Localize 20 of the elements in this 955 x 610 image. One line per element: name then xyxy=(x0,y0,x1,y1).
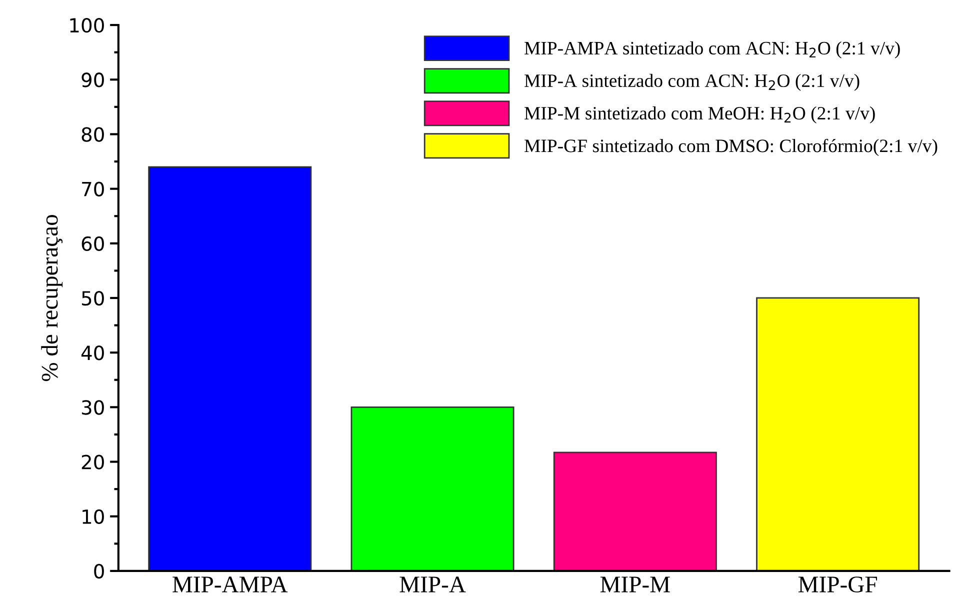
x-tick-label: MIP-A xyxy=(400,576,466,592)
y-tick-label: 30 xyxy=(82,400,104,415)
x-tick-label: MIP-M xyxy=(600,576,670,592)
y-tick-label: 20 xyxy=(82,454,104,470)
legend-label: MIP-M sintetizado com MeOH: H$_{2}$O (2:1 v/v) xyxy=(524,106,875,124)
y-tick-label: 60 xyxy=(82,236,104,252)
y-tick-label: 70 xyxy=(82,182,104,196)
y-tick-label: 100 xyxy=(70,18,104,33)
y-tick-label: 80 xyxy=(82,127,104,142)
legend-label: MIP-AMPA sintetizado com ACN: H$_{2}$O (2:1 v/v) xyxy=(524,41,900,58)
legend-label: MIP-A sintetizado com ACN: H$_{2}$O (2:1 v/v) xyxy=(524,74,860,91)
x-tick-label: MIP-GF xyxy=(798,576,877,592)
legend-label: MIP-GF sintetizado com DMSO: Clorofórmio(2:1 v/v) xyxy=(524,138,938,156)
y-tick-label: 90 xyxy=(82,72,104,88)
y-tick-label: 50 xyxy=(82,290,104,306)
y-tick-label: 40 xyxy=(81,346,104,360)
y-axis-title: % de recuperaçao xyxy=(41,215,63,382)
x-tick-label: MIP-AMPA xyxy=(172,576,288,592)
y-tick-label: 0 xyxy=(94,564,104,579)
y-tick-label: 10 xyxy=(82,509,104,524)
